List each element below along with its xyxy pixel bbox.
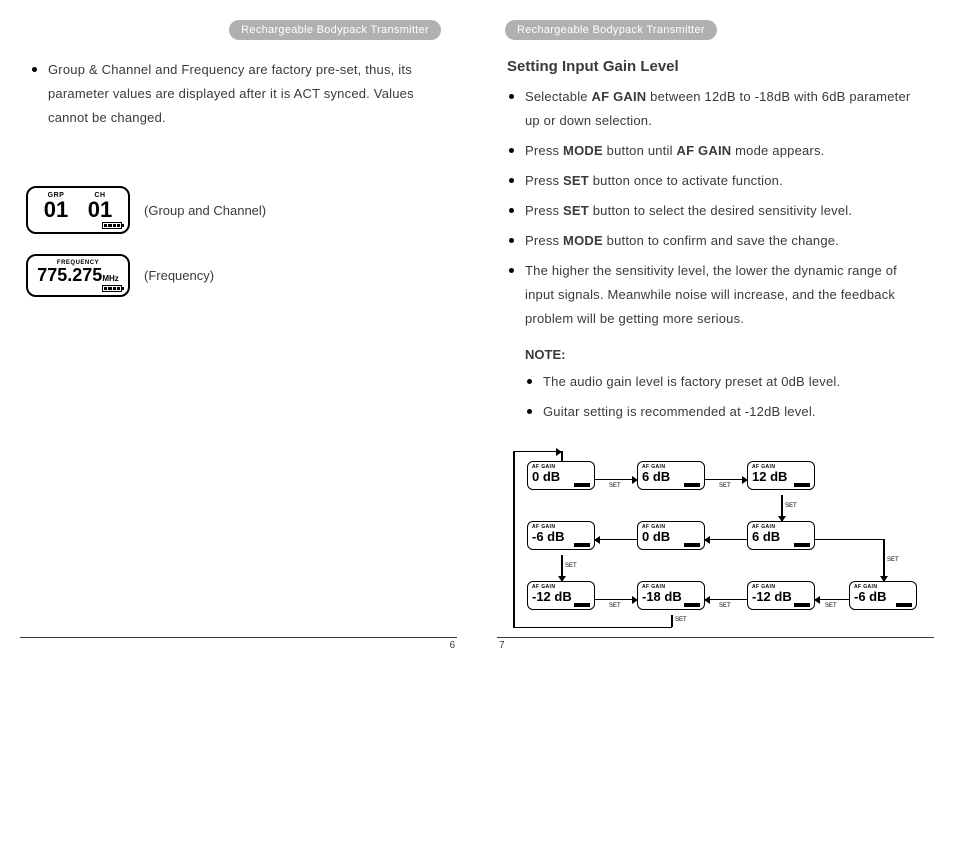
gain-box: AF GAIN 12 dB [747,461,815,490]
bullet-item: Press SET button once to activate functi… [503,169,928,193]
note-item: The audio gain level is factory preset a… [521,370,928,394]
bullet-item: Selectable AF GAIN between 12dB to -18dB… [503,85,928,133]
arrow-icon [781,495,783,521]
ch-value: 01 [88,199,112,221]
note-bullets: The audio gain level is factory preset a… [521,370,928,424]
page-left: Rechargeable Bodypack Transmitter Group … [20,20,457,651]
freq-display: FREQUENCY 775.275MHz [26,254,130,297]
set-label: SET [887,557,899,563]
set-label: SET [719,483,731,489]
left-content: Group & Channel and Frequency are factor… [20,58,457,631]
header-tab-left: Rechargeable Bodypack Transmitter [229,20,441,40]
gain-box: AF GAIN -12 dB [527,581,595,610]
note-item: Guitar setting is recommended at -12dB l… [521,400,928,424]
arrow-icon [883,539,885,581]
page-right: Rechargeable Bodypack Transmitter Settin… [497,20,934,651]
freq-value: 775.275MHz [34,266,122,284]
bullet-item: The higher the sensitivity level, the lo… [503,259,928,331]
arrow-icon [595,479,637,481]
arrow-icon [705,599,747,601]
connector-line [561,451,563,461]
gain-flow-diagram: AF GAIN 0 dB AF GAIN 6 dB AF GAIN 12 dB … [517,451,917,631]
arrow-icon [561,555,563,581]
set-label: SET [609,483,621,489]
gain-box: AF GAIN -18 dB [637,581,705,610]
arrow-icon [815,599,849,601]
battery-icon [102,285,122,292]
page-number-left: 6 [20,637,457,651]
bullet-item: Press MODE button to confirm and save th… [503,229,928,253]
connector-line [671,615,673,627]
battery-row [34,222,122,229]
set-label: SET [565,563,577,569]
section-heading: Setting Input Gain Level [507,58,928,75]
bullet-item: Press SET button to select the desired s… [503,199,928,223]
arrow-icon [595,599,637,601]
set-label: SET [719,603,731,609]
arrow-icon [705,539,747,541]
set-label: SET [675,617,687,623]
right-content: Setting Input Gain Level Selectable AF G… [497,58,934,631]
set-label: SET [785,503,797,509]
grp-ch-display: GRP 01 CH 01 [26,186,130,234]
gain-box: AF GAIN 6 dB [637,461,705,490]
header-tab-right: Rechargeable Bodypack Transmitter [505,20,717,40]
arrow-icon [705,479,747,481]
grp-value: 01 [44,199,68,221]
connector-line [815,539,885,541]
left-bullets: Group & Channel and Frequency are factor… [26,58,451,130]
battery-row-2 [34,285,122,292]
arrow-icon [513,451,561,453]
gain-box: AF GAIN 0 dB [637,521,705,550]
arrow-icon [595,539,637,541]
gain-box: AF GAIN -6 dB [527,521,595,550]
two-page-spread: Rechargeable Bodypack Transmitter Group … [20,20,934,651]
note-heading: NOTE: [525,347,928,362]
right-bullets: Selectable AF GAIN between 12dB to -18dB… [503,85,928,331]
page-number-right: 7 [497,637,934,651]
gain-box: AF GAIN -12 dB [747,581,815,610]
bullet-item: Group & Channel and Frequency are factor… [26,58,451,130]
gain-box: AF GAIN -6 dB [849,581,917,610]
freq-unit: MHz [102,274,118,283]
gain-box: AF GAIN 6 dB [747,521,815,550]
freq-caption: (Frequency) [144,268,214,283]
bullet-item: Press MODE button until AF GAIN mode app… [503,139,928,163]
connector-line [513,451,515,628]
battery-icon [102,222,122,229]
grp-ch-caption: (Group and Channel) [144,203,266,218]
freq-num: 775.275 [37,265,102,285]
set-label: SET [825,603,837,609]
set-label: SET [609,603,621,609]
grp-ch-row: GRP 01 CH 01 (Group and Chan [26,186,451,234]
freq-row: FREQUENCY 775.275MHz (Frequency) [26,254,451,297]
connector-line [513,627,672,629]
gain-box: AF GAIN 0 dB [527,461,595,490]
